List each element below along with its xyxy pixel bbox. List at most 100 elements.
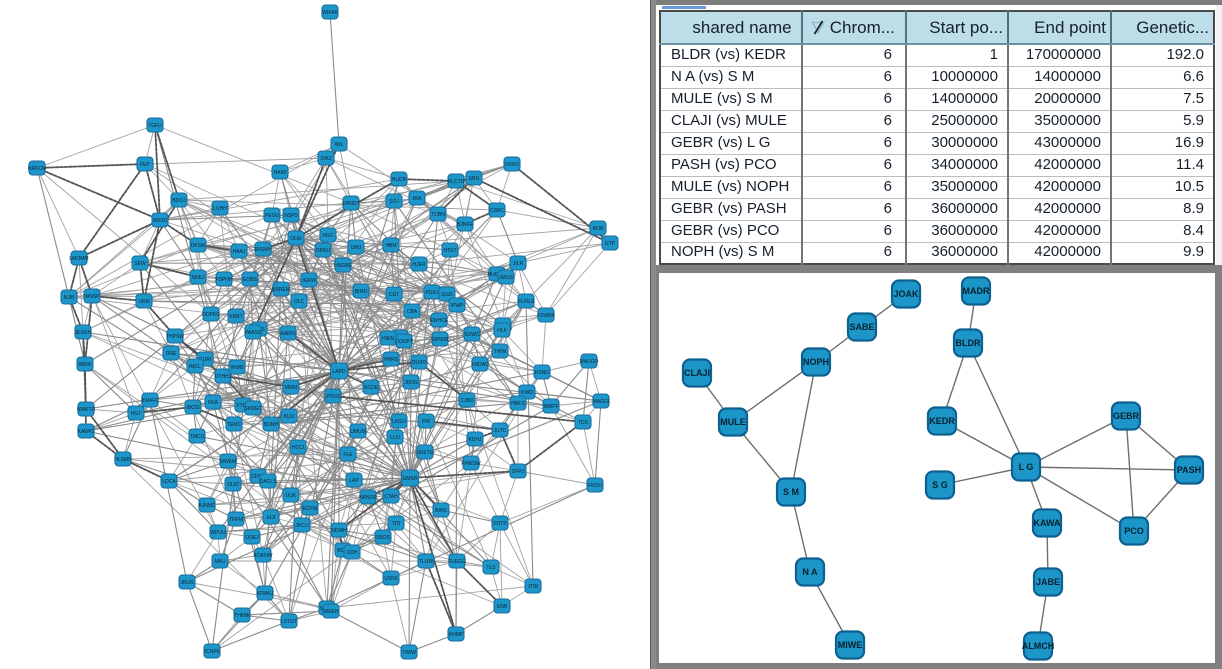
svg-text:ERNOT: ERNOT [342, 201, 360, 207]
svg-text:PGKJ: PGKJ [425, 290, 439, 296]
svg-text:IPR: IPR [422, 419, 431, 425]
svg-text:OTHHJ: OTHHJ [215, 374, 232, 380]
svg-text:IGKW: IGKW [302, 278, 316, 284]
svg-text:HTKT: HTKT [443, 248, 456, 254]
svg-text:BWAFC: BWAFC [141, 398, 159, 404]
svg-text:TWIW: TWIW [402, 650, 416, 656]
svg-text:JOAK: JOAK [893, 289, 919, 299]
svg-text:JKOG: JKOG [404, 380, 418, 386]
svg-text:CSBC: CSBC [490, 208, 504, 214]
svg-text:HLSMN: HLSMN [114, 457, 132, 463]
svg-text:EWHCE: EWHCE [430, 318, 449, 324]
svg-text:KHMP: KHMP [449, 632, 464, 638]
svg-text:FOTP: FOTP [493, 521, 507, 527]
svg-text:KDHJ: KDHJ [468, 437, 482, 443]
svg-text:SKMEC: SKMEC [244, 406, 262, 412]
svg-text:FEP: FEP [140, 162, 150, 168]
svg-text:SFPJ: SFPJ [512, 469, 525, 475]
svg-text:LMOMM: LMOMM [69, 256, 88, 262]
svg-text:JEGKH: JEGKH [75, 330, 92, 336]
svg-text:BDOJ: BDOJ [172, 198, 186, 204]
svg-text:TEMC: TEMC [227, 422, 242, 428]
svg-text:CFNO: CFNO [251, 474, 265, 480]
svg-text:TDI: TDI [392, 521, 400, 527]
svg-text:FTHT: FTHT [237, 403, 250, 409]
svg-text:THPSW: THPSW [166, 334, 184, 340]
svg-text:ARNF: ARNF [78, 362, 92, 368]
svg-text:TLUW: TLUW [419, 559, 433, 565]
svg-text:PEOU: PEOU [265, 213, 280, 219]
svg-text:AJNMC: AJNMC [198, 503, 216, 509]
svg-text:KNBT: KNBT [229, 314, 242, 320]
svg-text:ECFNI: ECFNI [303, 506, 318, 512]
svg-text:CTAH: CTAH [384, 494, 398, 500]
svg-text:JKUG: JKUG [180, 580, 193, 586]
svg-text:S G: S G [932, 480, 948, 490]
svg-text:JCNPE: JCNPE [204, 649, 221, 655]
svg-text:HBM: HBM [385, 243, 396, 249]
svg-text:JUTC: JUTC [494, 428, 507, 434]
svg-text:HLF: HLF [497, 328, 506, 334]
svg-text:FLE: FLE [343, 452, 353, 458]
svg-text:FKOU: FKOU [588, 483, 602, 489]
svg-text:LAPD: LAPD [332, 369, 345, 375]
svg-text:S M: S M [783, 487, 799, 497]
svg-text:FSPHH: FSPHH [216, 277, 233, 283]
svg-text:BJNFE: BJNFE [457, 222, 474, 228]
svg-text:KAWIO: KAWIO [78, 429, 95, 435]
svg-text:IPWP: IPWP [451, 303, 464, 309]
svg-text:HGT: HGT [131, 411, 142, 417]
svg-text:LKGO: LKGO [392, 419, 406, 425]
svg-text:ENB: ENB [497, 604, 508, 610]
svg-text:TWW: TWW [494, 349, 507, 355]
svg-text:UMUM: UMUM [350, 429, 366, 435]
svg-text:KNDAD: KNDAD [471, 362, 489, 368]
svg-text:GMSR: GMSR [403, 476, 418, 482]
svg-text:HUGMH: HUGMH [488, 272, 507, 278]
svg-text:OLEI: OLEI [290, 236, 301, 242]
svg-text:OLID: OLID [227, 482, 239, 488]
svg-text:THKMI: THKMI [234, 613, 250, 619]
svg-text:NPNOP: NPNOP [359, 495, 377, 501]
svg-text:HCCI: HCCI [292, 445, 304, 451]
svg-text:PAASS: PAASS [245, 330, 262, 336]
svg-text:JILR: JILR [513, 261, 524, 267]
svg-text:JMOS: JMOS [499, 275, 514, 281]
svg-text:EIJI: EIJI [267, 515, 276, 521]
svg-text:AARIS: AARIS [280, 331, 296, 337]
svg-text:HAIM: HAIM [274, 170, 287, 176]
svg-text:SBOS: SBOS [376, 535, 391, 541]
svg-text:NUETM: NUETM [416, 450, 434, 456]
svg-text:SABE: SABE [849, 322, 874, 332]
svg-text:NCDE: NCDE [364, 385, 379, 391]
svg-text:GTP: GTP [605, 241, 616, 247]
svg-text:BIMU: BIMU [355, 289, 368, 295]
svg-text:KFMKJ: KFMKJ [257, 591, 274, 597]
svg-text:KWD: KWD [521, 390, 533, 396]
svg-text:DACLS: DACLS [260, 479, 277, 485]
svg-text:NDWH: NDWH [331, 528, 347, 534]
svg-text:IWL: IWL [335, 142, 344, 148]
svg-text:GEBR: GEBR [1113, 411, 1140, 421]
svg-text:BDNH: BDNH [264, 422, 279, 428]
svg-text:LUHH: LUHH [213, 206, 227, 212]
svg-text:IMCL: IMCL [189, 364, 201, 370]
svg-text:CLAJI: CLAJI [684, 368, 710, 378]
svg-text:KSNO: KSNO [535, 370, 549, 376]
svg-text:SNSMH: SNSMH [254, 247, 272, 253]
svg-text:EOBS: EOBS [243, 277, 258, 283]
svg-text:HRFS: HRFS [511, 401, 525, 407]
svg-text:HAAJ: HAAJ [233, 249, 246, 255]
svg-text:FKRO: FKRO [505, 162, 519, 168]
svg-text:LDTGT: LDTGT [281, 619, 297, 625]
svg-text:KOKNW: KOKNW [254, 553, 273, 559]
svg-text:L G: L G [1019, 462, 1034, 472]
svg-text:BOIL: BOIL [337, 548, 349, 554]
svg-text:FKA: FKA [208, 400, 218, 406]
svg-text:DBNU: DBNU [316, 248, 331, 254]
svg-text:DRE: DRE [166, 351, 177, 357]
svg-text:HJER: HJER [412, 262, 425, 268]
svg-text:NSREM: NSREM [272, 287, 290, 293]
svg-text:HSGBE: HSGBE [334, 263, 352, 269]
svg-text:UUK: UUK [286, 493, 297, 499]
